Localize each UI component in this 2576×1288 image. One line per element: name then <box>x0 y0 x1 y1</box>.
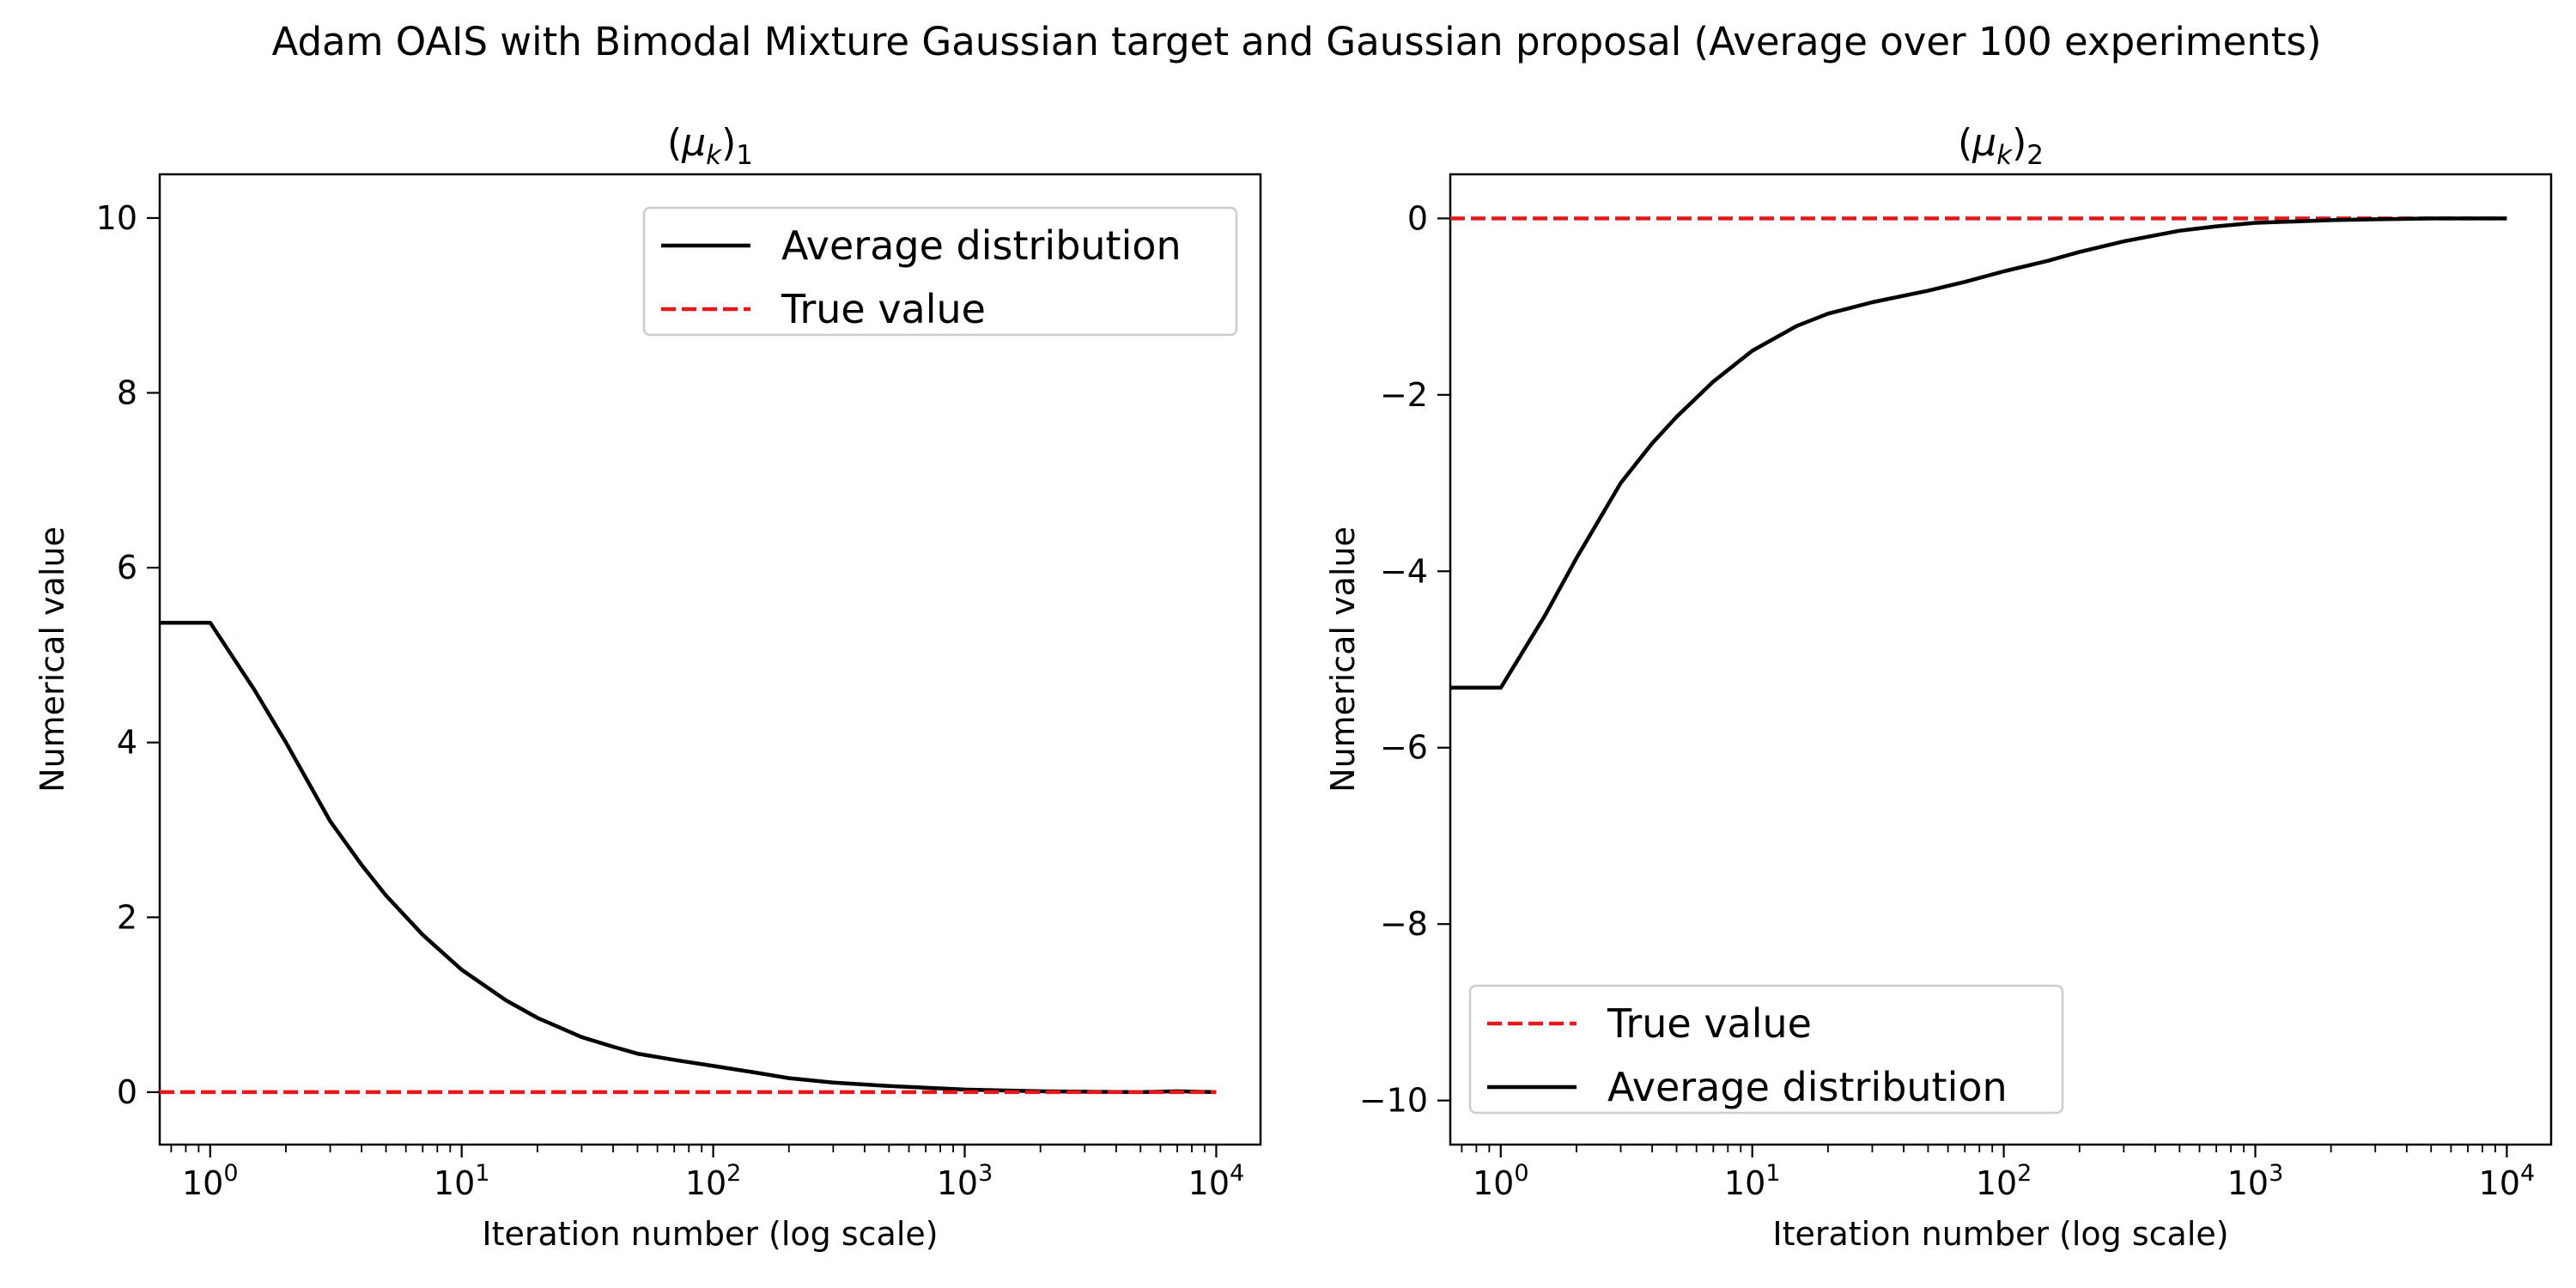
plot-lines <box>160 620 1217 1095</box>
x-tick-label: 102 <box>1976 1160 2032 1202</box>
y-tick-label: 10 <box>96 199 137 237</box>
y-tick-label: 2 <box>117 898 137 936</box>
legend: Average distribution True value <box>642 206 1238 337</box>
x-tick-label: 101 <box>1724 1160 1781 1202</box>
x-tick-label: 104 <box>2479 1160 2536 1202</box>
legend-frame <box>1468 984 2064 1115</box>
y-tick-label: 6 <box>117 549 137 586</box>
x-tick-label: 103 <box>2227 1160 2284 1202</box>
y-tick-label: −8 <box>1380 905 1428 943</box>
y-tick-label: −2 <box>1380 376 1428 414</box>
average-distribution-line <box>1450 216 2507 690</box>
x-tick-label: 102 <box>685 1160 742 1202</box>
y-tick-label: 8 <box>117 374 137 412</box>
y-tick-label: 4 <box>117 724 137 762</box>
y-tick-label: −6 <box>1380 729 1428 767</box>
x-axis-label: Iteration number (log scale) <box>1772 1215 2228 1253</box>
y-tick-label: 0 <box>1407 199 1428 237</box>
y-axis-label: Numerical value <box>1324 526 1362 793</box>
x-tick-label: 100 <box>1473 1160 1529 1202</box>
subplot-mu-2: (μk)2 100 101 102 103 104 0 −2 −4 −6 −8 −10 Iteratio… <box>1324 121 2553 1253</box>
y-tick-label: 0 <box>117 1073 137 1111</box>
x-tick-label: 101 <box>434 1160 490 1202</box>
figure-suptitle: Adam OAIS with Bimodal Mixture Gaussian … <box>271 19 2321 64</box>
legend-entry-label: Average distribution <box>781 222 1182 269</box>
y-tick-label: −10 <box>1359 1082 1428 1120</box>
legend-frame <box>642 206 1238 337</box>
legend-entry-label: True value <box>1607 1000 1812 1047</box>
subplot-title: (μk)2 <box>1958 121 2044 171</box>
plot-lines <box>1450 216 2507 690</box>
x-axis-label: Iteration number (log scale) <box>482 1215 938 1253</box>
x-tick-label: 104 <box>1188 1160 1245 1202</box>
x-tick-label: 103 <box>937 1160 993 1202</box>
legend: True value Average distribution <box>1468 984 2064 1115</box>
y-axis-label: Numerical value <box>33 526 71 793</box>
subplot-title: (μk)1 <box>667 121 753 171</box>
plot-area-frame <box>158 173 1262 1146</box>
plot-area-frame <box>1449 173 2553 1146</box>
y-tick-label: −4 <box>1380 552 1428 590</box>
x-tick-label: 100 <box>182 1160 239 1202</box>
legend-entry-label: Average distribution <box>1607 1064 2008 1110</box>
subplot-mu-1: (μk)1 100 101 102 103 104 0 2 4 6 8 10 Iteration num… <box>33 121 1262 1253</box>
legend-entry-label: True value <box>781 286 986 332</box>
